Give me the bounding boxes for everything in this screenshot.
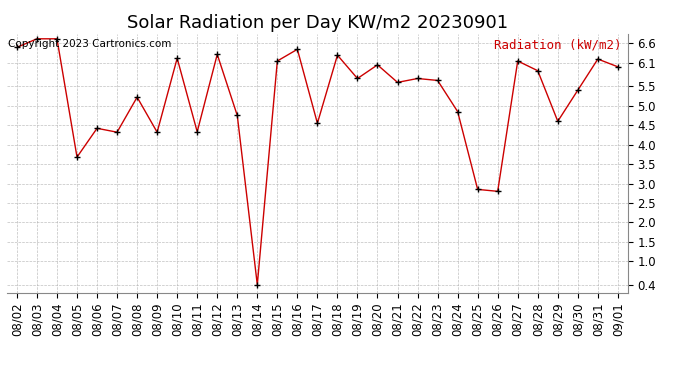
- Text: Radiation (kW/m2): Radiation (kW/m2): [494, 39, 622, 52]
- Text: Copyright 2023 Cartronics.com: Copyright 2023 Cartronics.com: [8, 39, 172, 49]
- Title: Solar Radiation per Day KW/m2 20230901: Solar Radiation per Day KW/m2 20230901: [127, 14, 508, 32]
